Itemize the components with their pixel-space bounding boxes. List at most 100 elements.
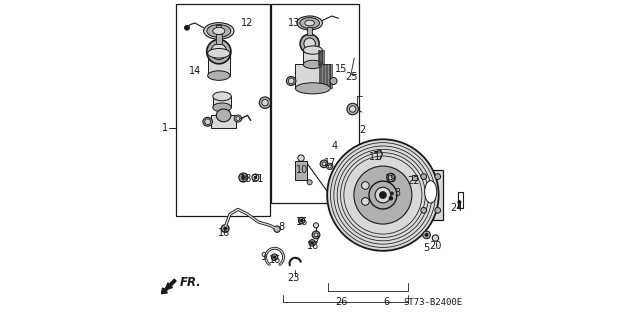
- Text: 15: 15: [336, 64, 348, 74]
- Circle shape: [309, 240, 315, 246]
- Circle shape: [380, 192, 386, 198]
- Circle shape: [369, 181, 397, 209]
- Circle shape: [239, 173, 248, 182]
- Text: 14: 14: [189, 66, 201, 76]
- Text: 13: 13: [288, 18, 300, 28]
- Text: 19: 19: [385, 174, 397, 184]
- Text: 16: 16: [307, 241, 319, 251]
- Circle shape: [458, 201, 461, 203]
- Ellipse shape: [288, 78, 294, 84]
- Ellipse shape: [297, 16, 322, 30]
- Bar: [318, 50, 319, 65]
- Circle shape: [307, 180, 312, 185]
- Text: 4: 4: [332, 141, 338, 151]
- Ellipse shape: [208, 49, 230, 58]
- Text: 22: 22: [407, 176, 420, 186]
- Circle shape: [327, 163, 333, 170]
- Circle shape: [435, 174, 441, 180]
- Ellipse shape: [234, 115, 242, 122]
- Bar: [295, 64, 331, 88]
- Ellipse shape: [213, 28, 225, 35]
- Circle shape: [391, 192, 393, 195]
- Circle shape: [312, 231, 320, 239]
- Circle shape: [432, 235, 439, 241]
- Ellipse shape: [295, 83, 331, 94]
- Circle shape: [271, 254, 278, 260]
- Bar: [211, 116, 236, 128]
- Bar: [307, 27, 312, 35]
- Ellipse shape: [236, 117, 240, 121]
- Text: 6: 6: [383, 297, 389, 307]
- Bar: [319, 64, 320, 88]
- Circle shape: [313, 223, 319, 228]
- Bar: [303, 50, 322, 64]
- Circle shape: [211, 44, 227, 60]
- Bar: [213, 96, 231, 108]
- Circle shape: [298, 155, 304, 161]
- Text: 18: 18: [240, 174, 252, 184]
- Text: 16: 16: [217, 228, 229, 238]
- Circle shape: [301, 220, 303, 221]
- Circle shape: [274, 256, 276, 258]
- Bar: [327, 64, 329, 88]
- Bar: [271, 4, 359, 203]
- Text: 10: 10: [296, 164, 308, 174]
- Bar: [208, 53, 230, 76]
- Text: 25: 25: [345, 72, 357, 82]
- Ellipse shape: [213, 103, 231, 112]
- Ellipse shape: [205, 119, 210, 124]
- Ellipse shape: [207, 25, 231, 37]
- Text: 16: 16: [296, 217, 308, 227]
- Bar: [411, 175, 416, 180]
- Circle shape: [347, 103, 358, 115]
- Bar: [216, 25, 221, 34]
- FancyArrow shape: [162, 279, 176, 294]
- Circle shape: [262, 100, 268, 106]
- Bar: [322, 64, 324, 88]
- Circle shape: [304, 38, 315, 50]
- Text: FR.: FR.: [179, 276, 202, 289]
- Circle shape: [243, 177, 245, 179]
- Bar: [319, 50, 320, 65]
- Circle shape: [207, 40, 231, 64]
- Circle shape: [300, 34, 319, 53]
- Text: 23: 23: [288, 273, 300, 283]
- Circle shape: [349, 106, 356, 112]
- Ellipse shape: [300, 18, 320, 28]
- Circle shape: [311, 242, 313, 244]
- Circle shape: [328, 165, 331, 168]
- Bar: [419, 170, 442, 220]
- Ellipse shape: [303, 60, 322, 68]
- Circle shape: [354, 166, 412, 224]
- Text: 17: 17: [324, 158, 336, 168]
- Circle shape: [241, 175, 246, 180]
- Circle shape: [435, 207, 441, 213]
- Ellipse shape: [213, 92, 231, 101]
- Text: 9: 9: [260, 252, 267, 262]
- Ellipse shape: [305, 20, 314, 26]
- Circle shape: [389, 197, 392, 200]
- Circle shape: [252, 174, 259, 181]
- Circle shape: [320, 160, 328, 168]
- Bar: [322, 50, 324, 65]
- Circle shape: [259, 97, 270, 108]
- Ellipse shape: [303, 46, 322, 54]
- Ellipse shape: [425, 181, 437, 203]
- Circle shape: [421, 207, 427, 213]
- Bar: [324, 64, 326, 88]
- Bar: [295, 161, 307, 180]
- Bar: [321, 50, 322, 65]
- Circle shape: [375, 187, 391, 203]
- Text: 26: 26: [336, 297, 348, 307]
- Bar: [458, 193, 463, 208]
- Text: 7: 7: [313, 236, 319, 246]
- Ellipse shape: [216, 109, 231, 122]
- Bar: [331, 64, 332, 88]
- Circle shape: [314, 233, 318, 237]
- Bar: [216, 34, 222, 44]
- Circle shape: [362, 182, 369, 189]
- Text: 1: 1: [162, 123, 168, 133]
- Text: 5: 5: [423, 243, 429, 252]
- Text: ST73-B2400E: ST73-B2400E: [403, 298, 463, 307]
- Circle shape: [421, 174, 427, 180]
